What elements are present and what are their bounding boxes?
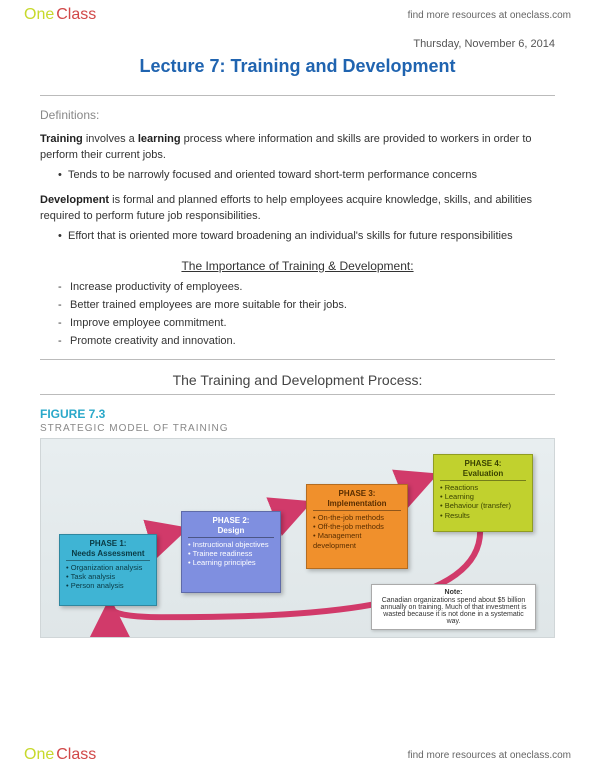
phase-item: • Reactions xyxy=(440,483,526,492)
phase-item: • On-the-job methods xyxy=(313,513,401,522)
phase-3-box: PHASE 3: Implementation • On-the-job met… xyxy=(306,484,408,569)
logo-left: One xyxy=(24,746,54,764)
phase-title: PHASE 4: xyxy=(440,459,526,469)
note-title: Note: xyxy=(377,589,530,596)
phase-item: • Off-the-job methods xyxy=(313,522,401,531)
phase-4-box: PHASE 4: Evaluation • Reactions • Learni… xyxy=(433,454,533,532)
logo-right: Class xyxy=(56,746,96,764)
phase-item: • Results xyxy=(440,511,526,520)
training-bullet: Tends to be narrowly focused and oriente… xyxy=(58,168,555,183)
importance-item: Better trained employees are more suitab… xyxy=(58,299,555,311)
development-rest: is formal and planned efforts to help em… xyxy=(40,194,532,222)
phase-item: • Instructional objectives xyxy=(188,540,274,549)
phase-item: • Management development xyxy=(313,531,401,550)
brand-logo: OneClass xyxy=(24,6,96,24)
development-term: Development xyxy=(40,194,109,206)
find-more-top: find more resources at oneclass.com xyxy=(408,10,571,21)
phase-1-box: PHASE 1: Needs Assessment • Organization… xyxy=(59,534,157,606)
phase-title: PHASE 3: xyxy=(313,489,401,499)
phase-subtitle: Design xyxy=(188,526,274,538)
figure-note: Note: Canadian organizations spend about… xyxy=(371,584,536,630)
importance-item: Promote creativity and innovation. xyxy=(58,335,555,347)
training-model-figure: PHASE 1: Needs Assessment • Organization… xyxy=(40,438,555,638)
divider xyxy=(40,95,555,96)
page-title: Lecture 7: Training and Development xyxy=(40,56,555,77)
importance-heading: The Importance of Training & Development… xyxy=(40,259,555,273)
lecture-date: Thursday, November 6, 2014 xyxy=(40,38,555,50)
definitions-label: Definitions: xyxy=(40,108,555,122)
divider xyxy=(40,394,555,395)
training-mid: involves a xyxy=(83,133,138,145)
phase-item: • Task analysis xyxy=(66,572,150,581)
development-paragraph: Development is formal and planned effort… xyxy=(40,193,555,225)
importance-item: Improve employee commitment. xyxy=(58,317,555,329)
phase-item: • Behaviour (transfer) xyxy=(440,501,526,510)
logo-right: Class xyxy=(56,6,96,24)
bottom-bar: OneClass find more resources at oneclass… xyxy=(0,744,595,766)
phase-subtitle: Needs Assessment xyxy=(66,549,150,561)
phase-item: • Person analysis xyxy=(66,581,150,590)
phase-subtitle: Implementation xyxy=(313,499,401,511)
find-more-bottom: find more resources at oneclass.com xyxy=(408,750,571,761)
note-body: Canadian organizations spend about $5 bi… xyxy=(381,597,527,625)
training-term: Training xyxy=(40,133,83,145)
phase-item: • Learning principles xyxy=(188,558,274,567)
phase-item: • Organization analysis xyxy=(66,563,150,572)
divider xyxy=(40,359,555,360)
process-heading: The Training and Development Process: xyxy=(40,372,555,388)
importance-item: Increase productivity of employees. xyxy=(58,281,555,293)
training-paragraph: Training involves a learning process whe… xyxy=(40,132,555,164)
brand-logo: OneClass xyxy=(24,746,96,764)
phase-title: PHASE 1: xyxy=(66,539,150,549)
top-bar: OneClass find more resources at oneclass… xyxy=(0,4,595,26)
figure-subtitle: STRATEGIC MODEL OF TRAINING xyxy=(40,423,555,434)
phase-2-box: PHASE 2: Design • Instructional objectiv… xyxy=(181,511,281,593)
learning-term: learning xyxy=(138,133,181,145)
phase-item: • Learning xyxy=(440,492,526,501)
phase-title: PHASE 2: xyxy=(188,516,274,526)
logo-left: One xyxy=(24,6,54,24)
page-body: Thursday, November 6, 2014 Lecture 7: Tr… xyxy=(40,28,555,742)
phase-subtitle: Evaluation xyxy=(440,469,526,481)
figure-label: FIGURE 7.3 xyxy=(40,407,555,421)
phase-item: • Trainee readiness xyxy=(188,549,274,558)
development-bullet: Effort that is oriented more toward broa… xyxy=(58,229,555,244)
